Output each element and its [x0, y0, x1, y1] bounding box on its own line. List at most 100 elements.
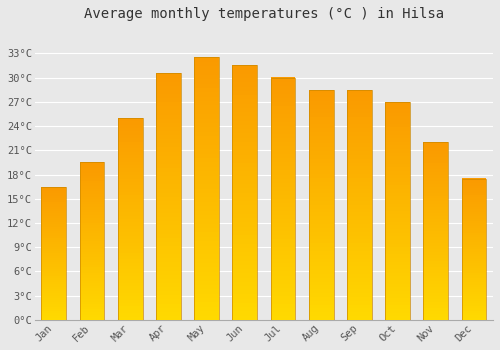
Bar — [309, 170, 334, 174]
Bar — [385, 207, 410, 211]
Bar — [42, 304, 66, 307]
Bar — [194, 101, 219, 105]
Bar — [80, 165, 104, 168]
Bar — [347, 143, 372, 147]
Bar — [156, 77, 181, 82]
Bar — [118, 205, 142, 209]
Bar — [424, 193, 448, 196]
Bar — [309, 132, 334, 136]
Bar — [118, 141, 142, 145]
Bar — [156, 266, 181, 271]
Bar — [270, 174, 295, 179]
Bar — [232, 193, 257, 197]
Bar — [270, 199, 295, 203]
Bar — [42, 193, 66, 196]
Bar — [118, 192, 142, 195]
Bar — [309, 224, 334, 228]
Bar — [385, 218, 410, 222]
Bar — [42, 289, 66, 291]
Bar — [385, 294, 410, 298]
Bar — [309, 228, 334, 232]
Bar — [42, 191, 66, 193]
Bar — [194, 167, 219, 171]
Bar — [347, 270, 372, 274]
Bar — [385, 142, 410, 145]
Bar — [462, 278, 486, 280]
Bar — [232, 316, 257, 320]
Bar — [118, 182, 142, 185]
Bar — [80, 259, 104, 262]
Bar — [462, 197, 486, 200]
Bar — [118, 162, 142, 165]
Bar — [385, 276, 410, 280]
Bar — [80, 173, 104, 175]
Bar — [156, 303, 181, 308]
Bar — [232, 78, 257, 82]
Bar — [424, 169, 448, 172]
Bar — [232, 125, 257, 129]
Bar — [385, 298, 410, 302]
Bar — [424, 178, 448, 181]
Bar — [42, 315, 66, 318]
Bar — [118, 145, 142, 148]
Bar — [194, 210, 219, 215]
Bar — [347, 105, 372, 109]
Bar — [42, 298, 66, 300]
Bar — [156, 127, 181, 131]
Bar — [118, 310, 142, 313]
Bar — [385, 309, 410, 313]
Bar — [385, 262, 410, 265]
Bar — [424, 163, 448, 166]
Bar — [232, 163, 257, 167]
Bar — [424, 278, 448, 281]
Bar — [156, 90, 181, 94]
Bar — [194, 232, 219, 237]
Bar — [462, 230, 486, 233]
Bar — [80, 162, 104, 320]
Bar — [462, 178, 486, 320]
Bar — [424, 166, 448, 169]
Bar — [270, 259, 295, 264]
Bar — [347, 236, 372, 239]
Bar — [42, 309, 66, 311]
Bar — [194, 92, 219, 97]
Bar — [424, 270, 448, 273]
Bar — [347, 205, 372, 209]
Bar — [80, 162, 104, 165]
Bar — [385, 229, 410, 233]
Bar — [424, 267, 448, 270]
Bar — [347, 139, 372, 144]
Bar — [80, 304, 104, 307]
Title: Average monthly temperatures (°C ) in Hilsa: Average monthly temperatures (°C ) in Hi… — [84, 7, 444, 21]
Bar — [80, 178, 104, 181]
Bar — [385, 163, 410, 167]
Bar — [156, 135, 181, 139]
Bar — [385, 236, 410, 240]
Bar — [118, 249, 142, 253]
Bar — [309, 128, 334, 132]
Bar — [118, 195, 142, 199]
Bar — [80, 225, 104, 228]
Bar — [309, 139, 334, 144]
Bar — [462, 247, 486, 249]
Bar — [424, 175, 448, 178]
Bar — [462, 211, 486, 214]
Bar — [118, 306, 142, 310]
Bar — [347, 224, 372, 228]
Bar — [232, 108, 257, 112]
Bar — [309, 216, 334, 220]
Bar — [156, 238, 181, 242]
Bar — [462, 280, 486, 282]
Bar — [156, 250, 181, 254]
Bar — [232, 294, 257, 299]
Bar — [194, 145, 219, 149]
Bar — [118, 262, 142, 266]
Bar — [156, 279, 181, 283]
Bar — [194, 84, 219, 88]
Bar — [309, 105, 334, 109]
Bar — [156, 143, 181, 147]
Bar — [80, 301, 104, 304]
Bar — [118, 293, 142, 296]
Bar — [347, 147, 372, 151]
Bar — [42, 302, 66, 304]
